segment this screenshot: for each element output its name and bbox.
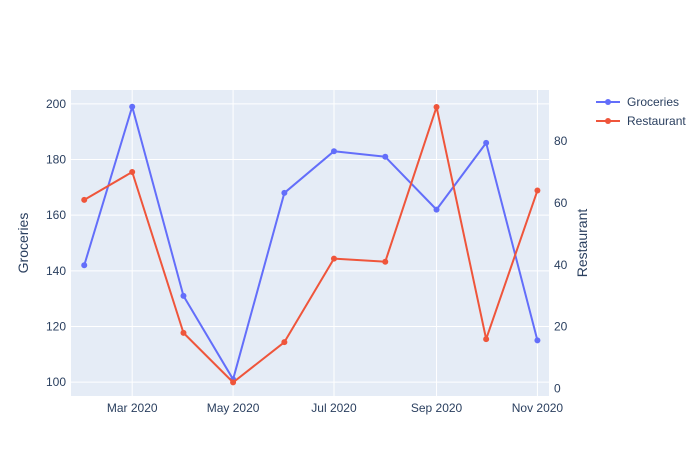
y-axis-title-left: Groceries bbox=[15, 213, 31, 274]
data-point[interactable] bbox=[281, 189, 288, 196]
y-tick-label-left: 120 bbox=[46, 319, 66, 333]
y-tick-label-right: 20 bbox=[554, 320, 568, 334]
y-tick-label-right: 0 bbox=[554, 382, 561, 396]
y-tick-label-right: 40 bbox=[554, 258, 568, 272]
data-point[interactable] bbox=[534, 337, 541, 344]
legend-label: Restaurant bbox=[627, 114, 686, 128]
data-point[interactable] bbox=[81, 262, 88, 269]
data-point[interactable] bbox=[534, 187, 541, 194]
x-tick-label: May 2020 bbox=[207, 401, 260, 415]
series-layer bbox=[81, 103, 541, 386]
data-point[interactable] bbox=[483, 336, 490, 343]
series-groceries bbox=[81, 103, 541, 383]
x-tick-label: Sep 2020 bbox=[411, 401, 463, 415]
data-point[interactable] bbox=[129, 103, 136, 110]
legend-item-groceries[interactable]: Groceries bbox=[596, 95, 679, 109]
data-point[interactable] bbox=[180, 292, 187, 299]
y-tick-label-left: 200 bbox=[46, 97, 66, 111]
series-restaurant bbox=[81, 104, 541, 386]
grid bbox=[71, 90, 549, 396]
data-point[interactable] bbox=[433, 206, 440, 213]
data-point[interactable] bbox=[382, 258, 389, 265]
legend[interactable]: Groceries Restaurant bbox=[596, 95, 686, 128]
data-point[interactable] bbox=[382, 153, 389, 160]
data-point[interactable] bbox=[180, 329, 187, 336]
ticks: 100 120 140 160 180 200 0 20 40 60 80 Mar 2020 May 2… bbox=[46, 97, 568, 415]
y-tick-label-right: 80 bbox=[554, 134, 568, 148]
data-point[interactable] bbox=[129, 168, 136, 175]
data-point[interactable] bbox=[281, 339, 288, 346]
data-point[interactable] bbox=[433, 104, 440, 111]
legend-label: Groceries bbox=[627, 95, 679, 109]
data-point[interactable] bbox=[230, 379, 237, 386]
data-point[interactable] bbox=[330, 255, 337, 262]
data-point[interactable] bbox=[483, 139, 490, 146]
plot-area bbox=[71, 90, 549, 396]
y-tick-label-left: 180 bbox=[46, 153, 66, 167]
y-tick-label-left: 100 bbox=[46, 375, 66, 389]
data-point[interactable] bbox=[330, 148, 337, 155]
y-tick-label-left: 160 bbox=[46, 208, 66, 222]
y-tick-label-right: 60 bbox=[554, 196, 568, 210]
series-line bbox=[83, 105, 539, 381]
x-tick-label: Mar 2020 bbox=[107, 401, 158, 415]
y-axis-title-right: Restaurant bbox=[574, 209, 590, 278]
x-tick-label: Jul 2020 bbox=[311, 401, 357, 415]
legend-item-restaurant[interactable]: Restaurant bbox=[596, 114, 686, 128]
legend-marker bbox=[605, 118, 611, 124]
data-point[interactable] bbox=[81, 196, 88, 203]
series-line bbox=[83, 106, 539, 384]
y-tick-label-left: 140 bbox=[46, 264, 66, 278]
x-tick-label: Nov 2020 bbox=[512, 401, 564, 415]
legend-marker bbox=[605, 99, 611, 105]
